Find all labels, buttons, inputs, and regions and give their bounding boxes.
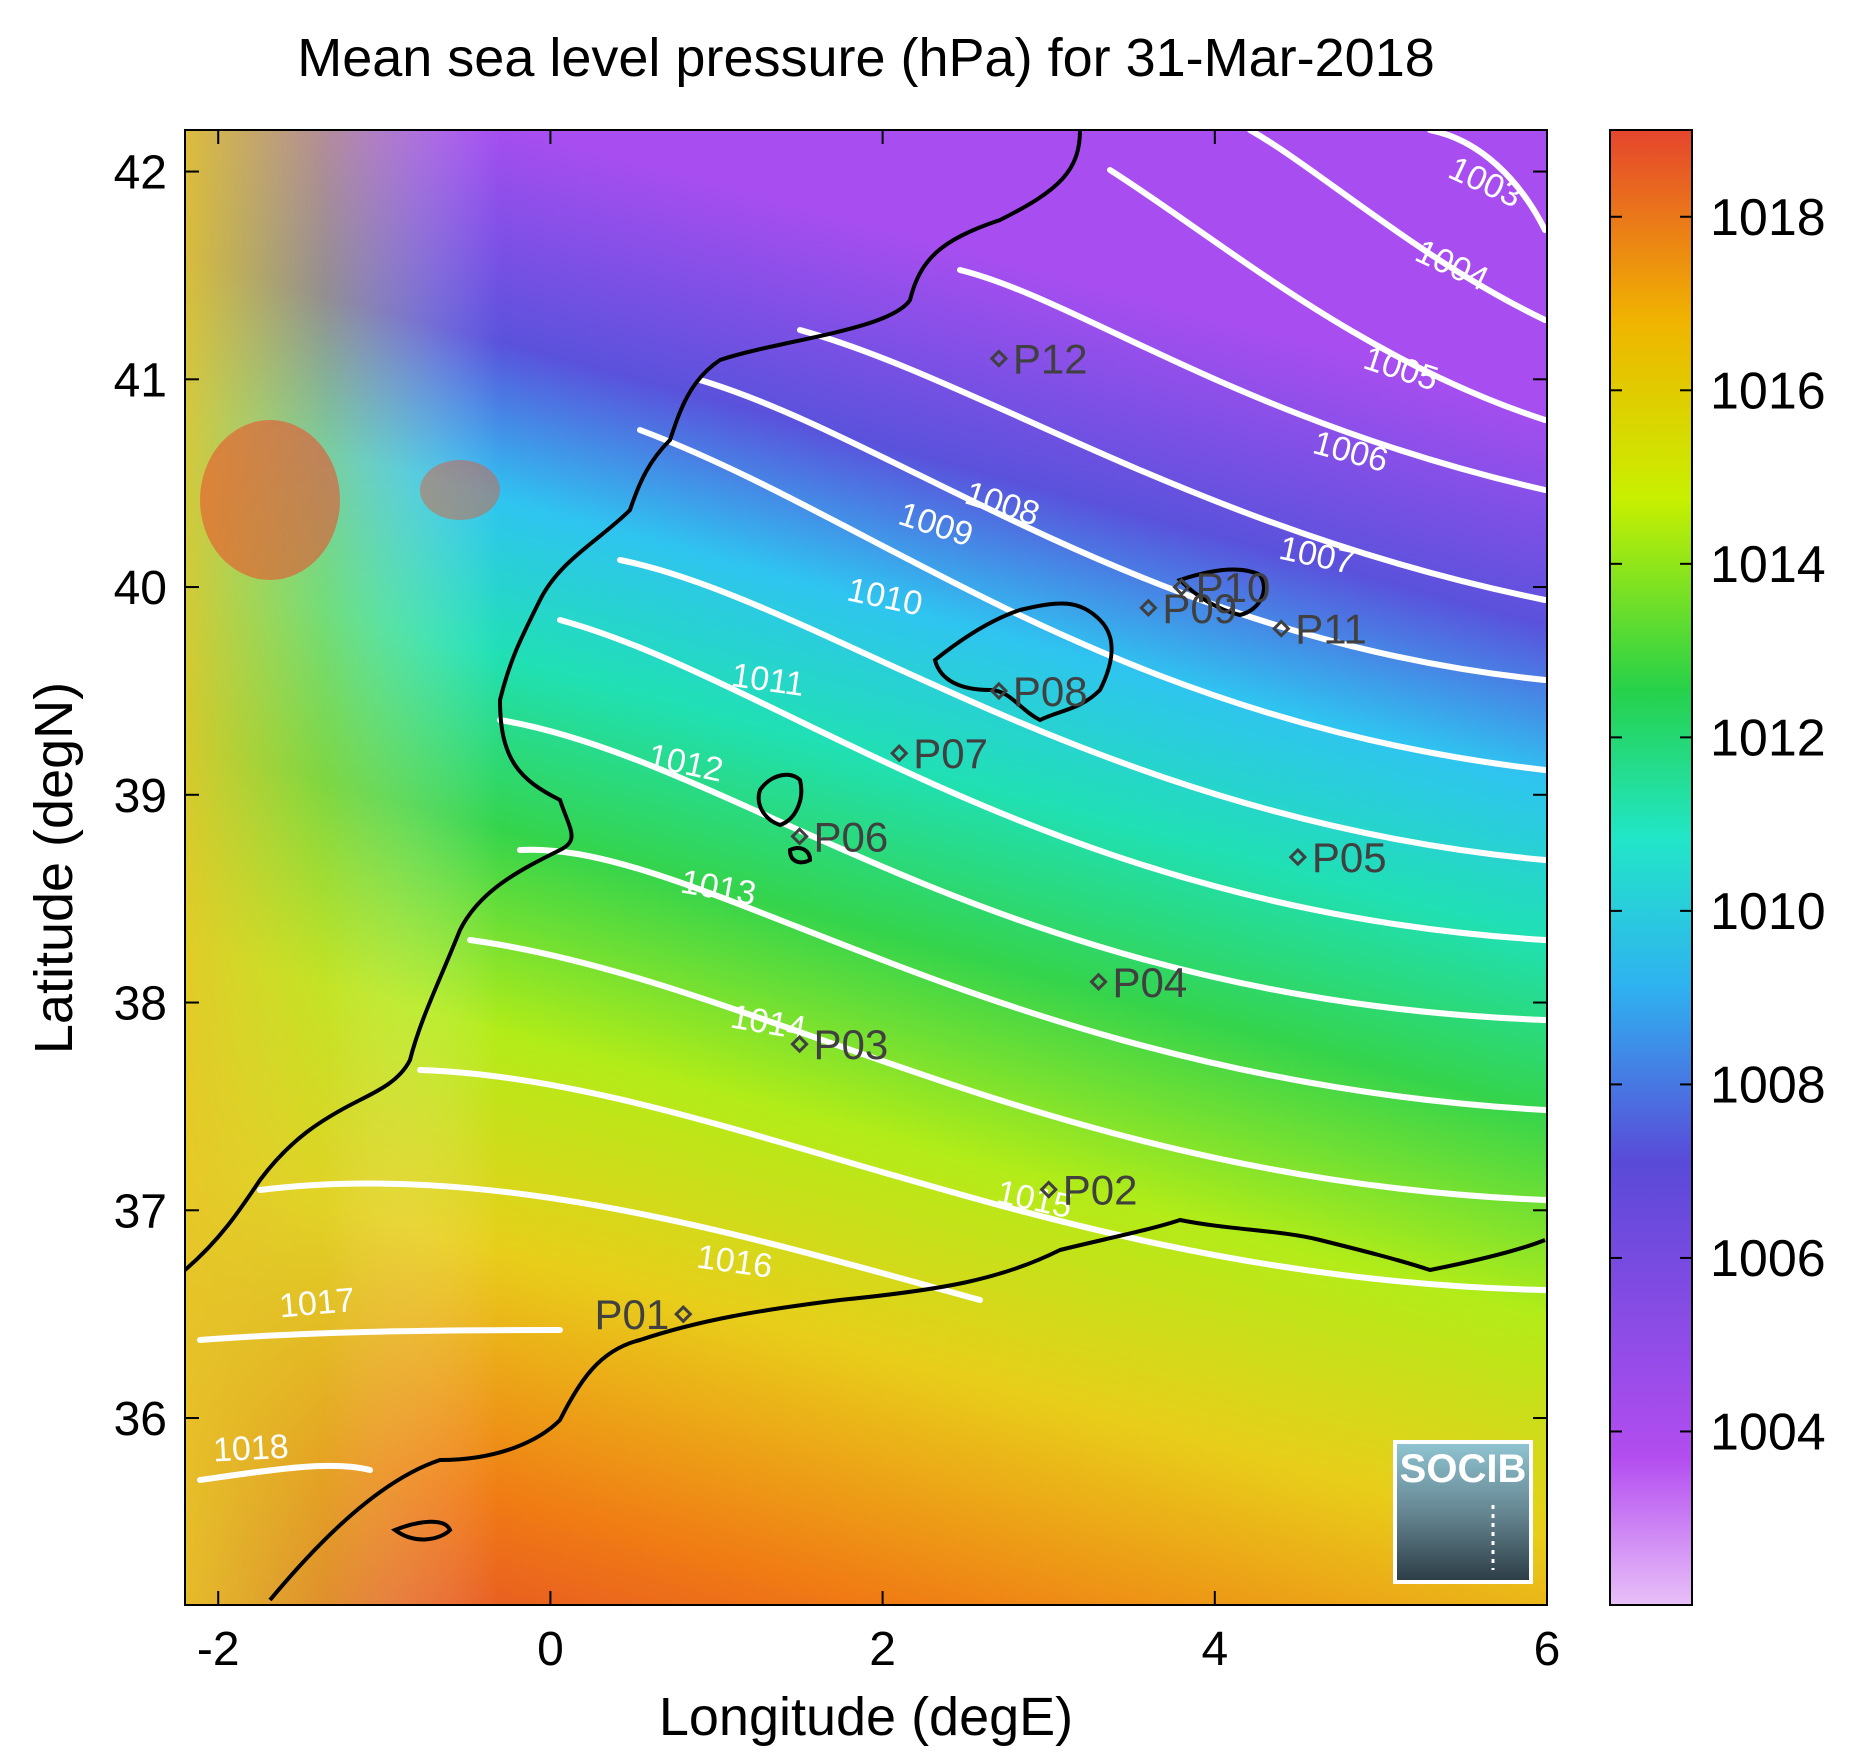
station-label: P12 bbox=[1013, 336, 1088, 383]
station-label: P02 bbox=[1063, 1167, 1138, 1214]
logo-background bbox=[1397, 1444, 1529, 1580]
colorbar bbox=[1609, 129, 1693, 1606]
mainland-coast bbox=[185, 130, 1082, 1272]
station-marker bbox=[1288, 847, 1308, 867]
north-africa-coast bbox=[268, 1217, 1546, 1602]
y-tick-label: 41 bbox=[114, 354, 167, 407]
x-tick-label: 0 bbox=[537, 1623, 564, 1676]
y-tick-label: 36 bbox=[114, 1393, 167, 1446]
station-label: P07 bbox=[913, 730, 988, 777]
station-marker bbox=[790, 1034, 809, 1054]
contour-lines bbox=[197, 130, 1547, 1483]
menorca-coast bbox=[1176, 567, 1266, 618]
station-marker bbox=[1089, 972, 1108, 991]
station-marker bbox=[1272, 619, 1291, 638]
y-axis-label: Latitude (degN) bbox=[24, 682, 84, 1054]
alboran-island-coast bbox=[390, 1519, 453, 1542]
station-label: P06 bbox=[814, 813, 889, 860]
coastline bbox=[185, 130, 1546, 1602]
station-marker bbox=[674, 1304, 693, 1324]
x-axis-label: Longitude (degE) bbox=[659, 1687, 1073, 1747]
station-marker bbox=[1172, 577, 1191, 597]
logo-text: SOCIB bbox=[1400, 1447, 1527, 1491]
contour-line bbox=[1427, 130, 1547, 233]
ibiza-coast bbox=[756, 772, 804, 828]
contour-line bbox=[637, 427, 1547, 773]
y-tick-label: 38 bbox=[114, 978, 167, 1031]
contour-line bbox=[197, 1327, 563, 1343]
high-pressure-plateau bbox=[200, 420, 340, 580]
station-marker bbox=[1039, 1180, 1058, 1199]
socib-logo: SOCIB bbox=[1393, 1440, 1533, 1584]
station-marker bbox=[989, 349, 1009, 368]
station-label: P01 bbox=[595, 1291, 670, 1338]
chart-title: Mean sea level pressure (hPa) for 31-Mar… bbox=[297, 28, 1435, 88]
contour-line bbox=[497, 717, 1547, 1023]
x-tick-label: 6 bbox=[1534, 1623, 1561, 1676]
x-tick-label: -2 bbox=[197, 1623, 240, 1676]
colorbar-tick-label: 1016 bbox=[1710, 362, 1826, 420]
station-marker bbox=[790, 827, 809, 846]
colorbar-tick-label: 1012 bbox=[1710, 709, 1826, 767]
colorbar-tick-label: 1018 bbox=[1710, 189, 1826, 247]
station-label: P08 bbox=[1013, 668, 1088, 715]
contour-line bbox=[697, 377, 1547, 683]
station-label: P10 bbox=[1196, 564, 1271, 611]
high-pressure-plateau bbox=[420, 460, 500, 520]
y-tick-label: 37 bbox=[114, 1185, 167, 1238]
colorbar-tick-label: 1014 bbox=[1710, 536, 1826, 594]
contour-line bbox=[417, 1067, 1547, 1293]
contour-line bbox=[467, 937, 1547, 1203]
y-tick-label: 39 bbox=[114, 770, 167, 823]
x-tick-label: 4 bbox=[1201, 1623, 1228, 1676]
y-axis: 42 41 40 39 38 37 36 bbox=[114, 147, 1547, 1446]
contour-label: 1017 bbox=[278, 1281, 357, 1325]
colorbar-tick-label: 1010 bbox=[1710, 883, 1826, 941]
formentera-coast bbox=[787, 846, 813, 865]
x-axis: -2 0 2 4 6 bbox=[197, 130, 1560, 1676]
station-marker bbox=[1139, 598, 1158, 618]
map-panel: 1003100410051006100710081009101010111012… bbox=[185, 130, 1547, 1605]
contour-line bbox=[517, 846, 1547, 1113]
station-label: P11 bbox=[1295, 606, 1367, 653]
contour-line bbox=[1247, 130, 1547, 323]
station-label: P03 bbox=[814, 1021, 889, 1068]
contour-line bbox=[557, 617, 1547, 943]
contour-line bbox=[957, 267, 1547, 493]
station-marker bbox=[890, 744, 909, 763]
station-marker bbox=[989, 681, 1009, 701]
contour-line bbox=[797, 327, 1547, 603]
mallorca-coast bbox=[932, 601, 1114, 723]
station-label: P09 bbox=[1162, 585, 1237, 632]
colorbar-tick-label: 1008 bbox=[1710, 1056, 1826, 1114]
station-label: P04 bbox=[1113, 959, 1188, 1006]
contour-label: 1018 bbox=[212, 1428, 290, 1470]
land-overlay-west bbox=[185, 130, 885, 1605]
x-tick-label: 2 bbox=[869, 1623, 896, 1676]
y-tick-label: 42 bbox=[114, 147, 167, 200]
contour-line bbox=[257, 1180, 983, 1303]
station-label: P05 bbox=[1312, 834, 1387, 881]
colorbar-ticks: 1018 1016 1014 1012 1010 1008 1006 1004 bbox=[1610, 189, 1826, 1461]
contour-line bbox=[197, 1462, 373, 1483]
contour-line bbox=[617, 557, 1547, 863]
colorbar-tick-label: 1006 bbox=[1710, 1230, 1826, 1288]
map-frame bbox=[184, 129, 1548, 1606]
y-tick-label: 40 bbox=[114, 562, 167, 615]
colorbar-tick-label: 1004 bbox=[1710, 1403, 1826, 1461]
contour-line bbox=[1107, 167, 1547, 423]
